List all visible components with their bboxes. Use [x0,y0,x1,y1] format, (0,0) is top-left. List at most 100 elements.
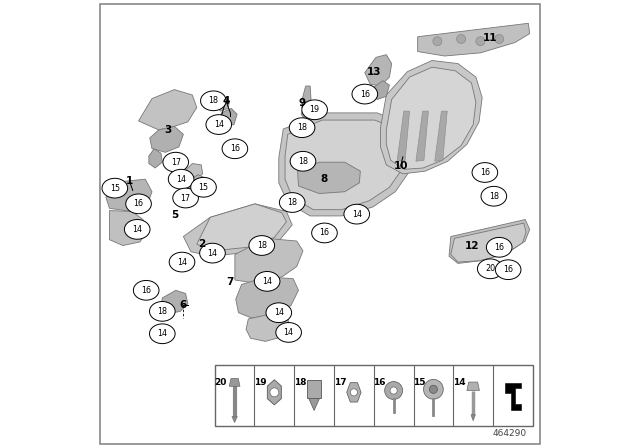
Polygon shape [371,81,389,99]
Polygon shape [246,314,289,341]
Text: 8: 8 [321,174,328,184]
Polygon shape [380,60,482,174]
Text: 14: 14 [274,308,284,317]
Text: 17: 17 [171,158,181,167]
Ellipse shape [266,303,292,323]
Ellipse shape [276,323,301,342]
Ellipse shape [249,236,275,255]
Text: 16: 16 [141,286,151,295]
Polygon shape [149,149,163,168]
Text: 14: 14 [177,258,187,267]
Circle shape [456,34,466,43]
Ellipse shape [302,100,328,120]
FancyBboxPatch shape [100,4,540,444]
Polygon shape [189,175,206,192]
Ellipse shape [290,151,316,171]
Ellipse shape [352,84,378,104]
Text: 10: 10 [394,161,408,171]
Polygon shape [150,126,184,152]
Text: 15: 15 [413,378,426,387]
Ellipse shape [486,237,512,257]
Polygon shape [185,164,203,180]
Text: 13: 13 [367,67,381,77]
Ellipse shape [102,178,127,198]
Text: 7: 7 [227,277,234,287]
Polygon shape [416,111,428,161]
Text: 18: 18 [298,157,308,166]
Ellipse shape [254,271,280,291]
Polygon shape [505,383,521,409]
Text: 18: 18 [209,96,218,105]
Text: 14: 14 [284,328,294,337]
Polygon shape [161,290,188,314]
Text: 18: 18 [157,307,167,316]
Polygon shape [397,111,410,161]
Ellipse shape [124,220,150,239]
Ellipse shape [125,194,152,214]
Circle shape [350,389,358,396]
Text: 4: 4 [222,96,230,106]
Ellipse shape [168,169,194,189]
Circle shape [390,387,397,394]
Text: 20: 20 [485,264,495,273]
Text: 3: 3 [164,125,172,135]
Circle shape [429,385,437,393]
Polygon shape [467,382,479,391]
Polygon shape [449,220,530,263]
Polygon shape [418,23,530,56]
Text: 16: 16 [374,378,386,387]
Polygon shape [232,417,237,422]
Ellipse shape [200,91,226,111]
Polygon shape [471,415,476,421]
Polygon shape [220,108,237,126]
Text: 16: 16 [134,199,143,208]
Text: 19: 19 [254,378,267,387]
Text: 16: 16 [503,265,513,274]
Polygon shape [229,379,240,386]
Polygon shape [235,238,303,283]
Text: 14: 14 [453,378,465,387]
Text: 16: 16 [230,144,240,153]
FancyBboxPatch shape [215,365,533,426]
Text: 12: 12 [465,241,479,251]
Circle shape [424,379,444,399]
Ellipse shape [206,115,232,134]
Ellipse shape [173,188,198,208]
Ellipse shape [481,186,507,206]
Text: 464290: 464290 [493,429,527,438]
Text: 17: 17 [180,194,191,202]
Text: 2: 2 [198,239,205,249]
Text: 17: 17 [333,378,346,387]
Polygon shape [365,55,392,86]
Text: 16: 16 [360,90,370,99]
Polygon shape [216,98,230,111]
Polygon shape [298,162,360,194]
Polygon shape [109,211,148,246]
Text: 14: 14 [176,175,186,184]
Polygon shape [139,90,197,130]
Ellipse shape [472,163,498,182]
Circle shape [270,388,279,397]
Ellipse shape [344,204,369,224]
Polygon shape [184,204,292,256]
Text: 5: 5 [171,210,178,220]
Polygon shape [106,179,152,211]
Text: 11: 11 [483,33,497,43]
Polygon shape [302,86,311,104]
Text: 18: 18 [257,241,267,250]
Ellipse shape [477,259,503,279]
Circle shape [433,37,442,46]
Circle shape [476,37,485,46]
Text: 18: 18 [297,123,307,132]
Text: 14: 14 [157,329,167,338]
Text: 16: 16 [494,243,504,252]
Text: 16: 16 [480,168,490,177]
Text: 6: 6 [180,300,187,310]
Polygon shape [347,383,361,402]
Polygon shape [451,223,526,262]
Circle shape [385,382,403,400]
Ellipse shape [163,152,189,172]
Ellipse shape [150,302,175,321]
Text: 1: 1 [126,177,133,186]
Polygon shape [268,380,282,405]
